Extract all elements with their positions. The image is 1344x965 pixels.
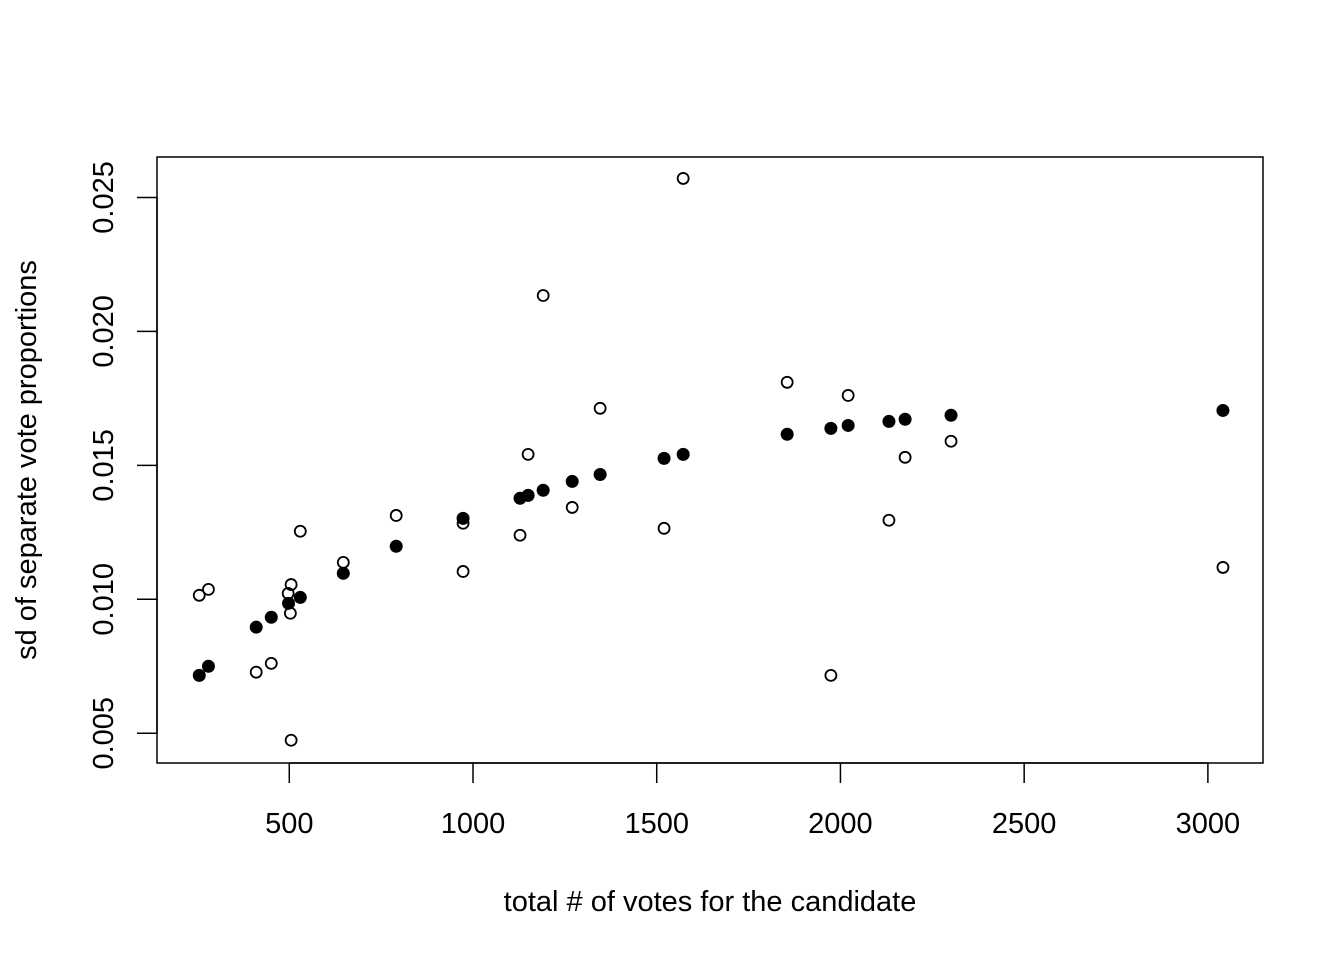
open-point [283, 606, 297, 620]
open-point [521, 447, 535, 461]
open-point [456, 565, 470, 578]
open-point [293, 524, 307, 538]
filled-point [882, 414, 896, 428]
y-tick-label: 0.005 [88, 697, 120, 770]
y-tick-label: 0.025 [88, 161, 120, 234]
filled-point [521, 488, 535, 502]
open-point [780, 375, 794, 389]
y-tick-label: 0.020 [88, 295, 120, 368]
open-point [536, 289, 550, 302]
filled-point [249, 620, 263, 634]
filled-point [293, 590, 307, 604]
open-point [202, 582, 215, 596]
open-point [898, 450, 912, 464]
open-point [657, 521, 671, 535]
open-point [336, 555, 350, 569]
y-axis-label: sd of separate vote proportions [11, 260, 43, 660]
y-tick-label: 0.015 [88, 429, 120, 502]
filled-point [780, 427, 794, 441]
open-point [1216, 561, 1230, 574]
open-point [944, 434, 958, 448]
filled-point [336, 566, 350, 580]
x-tick-label: 500 [265, 808, 313, 840]
open-point [513, 528, 527, 542]
filled-point [1216, 403, 1230, 417]
open-point [824, 668, 838, 682]
filled-point [264, 610, 278, 624]
x-tick-label: 2500 [992, 808, 1057, 840]
filled-point [389, 539, 403, 553]
open-point [841, 389, 855, 402]
x-tick-label: 1500 [624, 808, 689, 840]
filled-point [676, 447, 690, 461]
filled-point [593, 467, 607, 481]
filled-point [898, 412, 912, 426]
open-point [284, 733, 298, 747]
open-point [456, 516, 470, 530]
filled-point [944, 408, 958, 422]
open-point [565, 501, 579, 514]
x-tick-label: 2000 [808, 808, 873, 840]
filled-point [841, 418, 855, 432]
filled-point [201, 659, 215, 673]
x-axis-label: total # of votes for the candidate [504, 886, 917, 918]
x-tick-label: 1000 [441, 808, 506, 840]
open-point [284, 578, 298, 591]
filled-point [824, 421, 838, 435]
y-axis: 0.005 0.010 0.015 0.020 0.025 [88, 161, 158, 770]
open-point [676, 172, 690, 185]
x-axis: 500 1000 1500 2000 2500 3000 [265, 762, 1241, 840]
open-point [281, 587, 295, 600]
open-point [593, 401, 607, 415]
open-point [249, 665, 263, 679]
filled-point [192, 668, 206, 682]
open-point [192, 588, 206, 602]
filled-point [657, 451, 671, 465]
open-point [264, 656, 278, 670]
filled-point [282, 596, 296, 610]
filled-point [565, 474, 579, 488]
open-point [389, 509, 403, 522]
y-tick-label: 0.010 [88, 563, 120, 636]
filled-point [536, 483, 550, 497]
plot-box [156, 156, 1264, 764]
open-point [882, 513, 896, 527]
x-tick-label: 3000 [1176, 808, 1241, 840]
data-points [192, 172, 1230, 747]
